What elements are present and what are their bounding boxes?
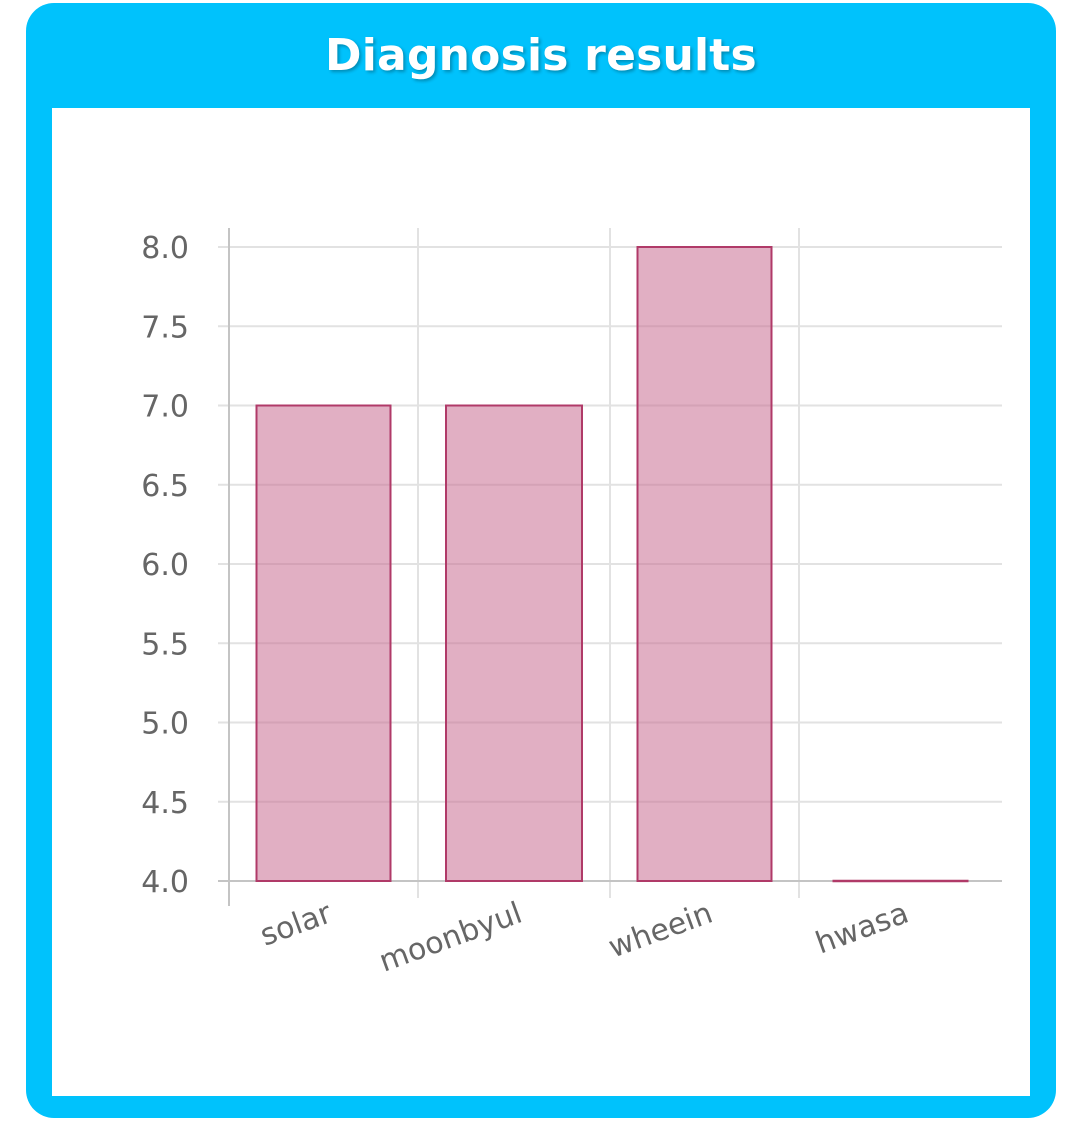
bar-moonbyul[interactable] (445, 404, 583, 882)
x-tick-label: hwasa (811, 896, 913, 962)
card-title: Diagnosis results (325, 30, 757, 81)
y-tick-label: 7.0 (141, 390, 189, 425)
y-tick-label: 6.5 (141, 469, 189, 504)
chart-panel: 4.0 4.5 5.0 5.5 6.0 6.5 7.0 7.5 8.0 solar moonbyul… (52, 108, 1030, 1096)
bar-solar[interactable] (255, 404, 392, 882)
x-tick-label: wheein (604, 896, 717, 966)
bar-wheein[interactable] (636, 246, 773, 882)
y-tick-label: 4.0 (141, 865, 189, 900)
y-tick-label: 5.0 (141, 707, 189, 742)
x-tick-label: moonbyul (375, 896, 527, 980)
y-tick-label: 7.5 (141, 310, 189, 345)
results-card: Diagnosis results 4.0 4.5 5.0 5.5 6.0 6.5 7.0 7… (26, 3, 1056, 1118)
y-tick-label: 6.0 (141, 548, 189, 583)
y-tick-label: 8.0 (141, 231, 189, 266)
y-tick-label: 4.5 (141, 786, 189, 821)
bar-chart: 4.0 4.5 5.0 5.5 6.0 6.5 7.0 7.5 8.0 solar moonbyul… (141, 228, 1002, 980)
y-tick-label: 5.5 (141, 627, 189, 662)
x-tick-label: solar (256, 895, 337, 953)
bars (255, 246, 969, 883)
